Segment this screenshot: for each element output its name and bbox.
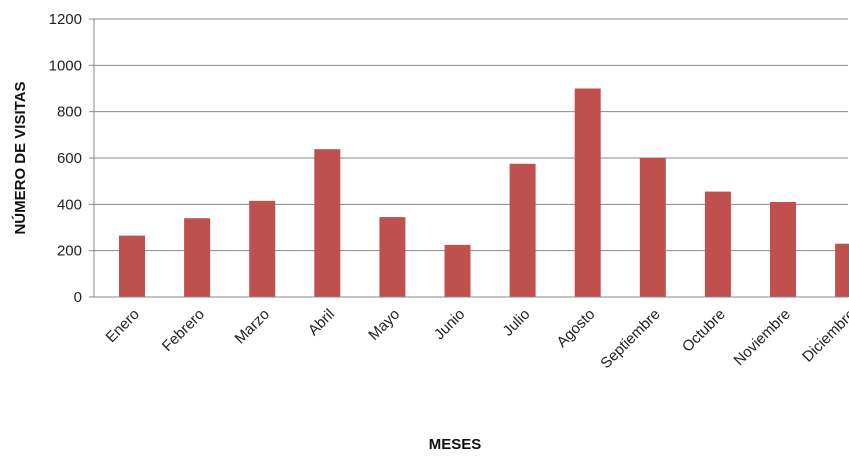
- x-tick-label: Mayo: [365, 306, 403, 344]
- x-tick-label: Septiembre: [597, 306, 663, 372]
- bar-octubre: [704, 191, 731, 297]
- y-tick-label: 800: [57, 104, 82, 121]
- bars: [119, 88, 849, 297]
- x-tick-label: Agosto: [553, 306, 598, 351]
- y-tick-label: 0: [74, 289, 82, 306]
- bar-septiembre: [639, 158, 666, 297]
- x-tick-label: Enero: [103, 306, 143, 346]
- y-tick-label: 1200: [49, 11, 82, 28]
- bar-marzo: [249, 200, 276, 297]
- x-tick-labels: Enero Febrero Marzo Abril Mayo Junio Julio Agos…: [103, 306, 849, 372]
- y-tick-label: 600: [57, 150, 82, 167]
- bar-noviembre: [770, 202, 796, 297]
- y-tick-label: 400: [57, 196, 82, 213]
- y-tick-labels: 0 200 400 600 800 1000 1200: [49, 11, 94, 306]
- x-tick-label: Noviembre: [731, 306, 794, 369]
- x-tick-label: Junio: [431, 306, 468, 343]
- gridlines: [94, 18, 848, 252]
- x-tick-label: Diciembre: [799, 306, 849, 366]
- y-axis-title: NÚMERO DE VISITAS: [11, 81, 29, 234]
- bar-junio: [444, 244, 471, 297]
- x-axis-title: MESES: [429, 436, 482, 453]
- bar-febrero: [184, 218, 211, 297]
- x-tick-label: Octubre: [679, 306, 729, 356]
- x-tick-label: Abril: [305, 306, 338, 339]
- x-tick-label: Julio: [500, 306, 534, 340]
- bar-agosto: [574, 88, 601, 297]
- x-tick-label: Marzo: [232, 306, 273, 347]
- bar-enero: [119, 235, 145, 297]
- bar-julio: [509, 163, 536, 297]
- bar-abril: [314, 149, 341, 297]
- y-tick-label: 1000: [49, 57, 82, 74]
- bar-mayo: [379, 217, 406, 297]
- bar-diciembre: [835, 243, 849, 297]
- x-tick-label: Febrero: [159, 306, 208, 355]
- y-tick-label: 200: [57, 243, 82, 260]
